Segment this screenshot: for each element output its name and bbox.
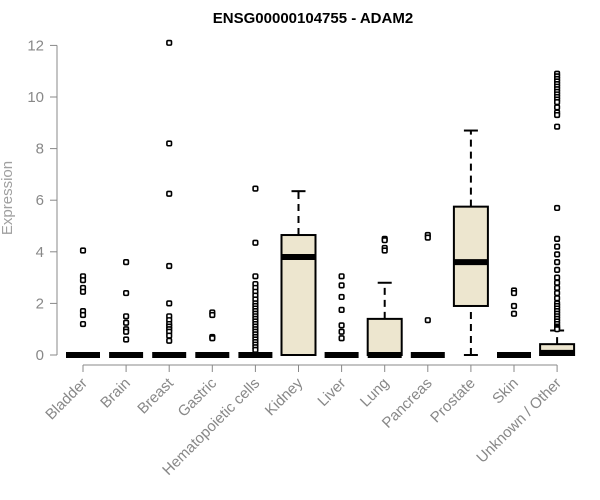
outlier-point [166,39,173,46]
y-axis: 0 2 4 6 8 10 12 [27,37,58,364]
outlier-point [553,235,561,243]
outlier-point [381,237,388,244]
box-skin [497,287,531,358]
outlier-point [553,204,561,212]
iqr-box [452,205,489,307]
outlier-point [424,234,431,241]
outlier-point [553,104,561,111]
outlier-point [553,266,561,273]
plot-area [66,39,576,358]
x-tick-label: Bladder [42,375,91,424]
outlier-point [166,190,173,197]
x-tick-label: Brain [97,375,134,412]
outlier-point [553,274,561,281]
box-unknown-other [539,70,576,357]
outlier-point [79,247,87,254]
outlier-point [553,279,561,286]
x-tick-label: Liver [314,375,349,410]
outlier-point [166,140,173,147]
x-tick-label: Breast [134,374,177,417]
outlier-point [123,289,130,297]
box-pancreas [410,231,445,358]
outlier-point [123,328,130,335]
outlier-point [553,289,561,297]
outlier-point [338,328,345,335]
outlier-point [338,282,345,289]
y-tick-label: 6 [36,192,44,209]
chart-title: ENSG00000104755 - ADAM2 [213,10,413,27]
outlier-point [338,293,345,301]
box-bladder [66,247,100,358]
outlier-point [166,332,173,339]
outlier-point [166,300,173,307]
outlier-point [553,111,561,119]
outlier-point [510,289,518,297]
box-kidney [280,190,317,356]
outlier-point [123,313,130,320]
outlier-point [209,311,216,319]
outlier-point [123,319,130,326]
outlier-point [338,322,345,329]
outlier-point [338,335,345,342]
outlier-point [166,262,173,270]
x-tick-label: Lung [357,375,393,411]
outlier-point [510,310,518,317]
outlier-point [381,247,388,254]
outlier-point [79,311,87,319]
outlier-point [553,251,561,258]
outlier-point [79,320,87,328]
x-tick-label: Skin [489,375,522,408]
outlier-point [79,288,87,295]
outlier-point [123,259,130,266]
box-prostate [452,129,489,356]
outlier-point [553,243,561,250]
box-gastric [195,309,230,358]
box-hematopoietic-cells [238,185,273,358]
y-tick-label: 4 [36,244,44,261]
outlier-point [338,273,345,280]
outlier-point [338,306,345,313]
box-breast [152,39,187,358]
y-tick-label: 2 [36,295,44,312]
outlier-point [79,277,87,284]
box-liver [324,273,359,358]
iqr-box [280,234,317,356]
y-axis-label: Expression [0,161,16,235]
outlier-point [166,337,173,344]
outlier-point [553,99,561,106]
outlier-point [510,302,518,310]
y-tick-label: 10 [27,89,44,106]
outlier-point [424,317,431,324]
outlier-point [553,123,561,130]
outlier-point [553,326,561,333]
outlier-point [553,259,561,266]
outlier-point [209,335,216,342]
box-brain [109,259,144,358]
x-tick-label: Kidney [262,374,307,419]
y-tick-label: 12 [27,37,44,54]
outlier-point [252,185,259,192]
outlier-point [553,295,561,302]
outlier-point [123,336,130,343]
outlier-point [252,346,259,353]
x-tick-label: Prostate [427,375,479,427]
outlier-point [252,273,259,280]
iqr-box [366,317,403,357]
outlier-point [252,239,259,246]
y-tick-label: 0 [36,347,44,364]
outlier-point [553,284,561,292]
y-tick-label: 8 [36,141,44,158]
box-lung [366,235,403,358]
